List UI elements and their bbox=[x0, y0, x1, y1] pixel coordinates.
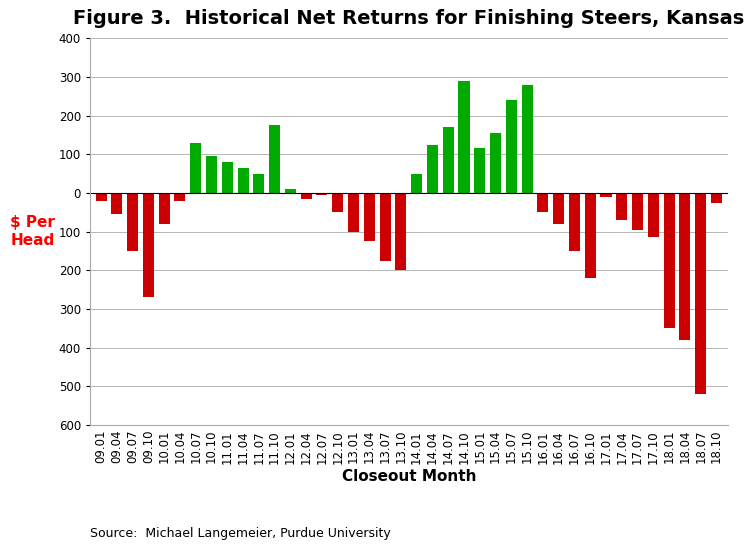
X-axis label: Closeout Month: Closeout Month bbox=[341, 469, 476, 484]
Bar bbox=[442, 127, 454, 193]
Bar bbox=[474, 148, 485, 193]
Bar bbox=[458, 81, 470, 193]
Bar bbox=[111, 193, 122, 214]
Bar bbox=[506, 100, 517, 193]
Bar bbox=[554, 193, 564, 224]
Bar bbox=[395, 193, 406, 270]
Bar bbox=[364, 193, 375, 241]
Text: Source:  Michael Langemeier, Purdue University: Source: Michael Langemeier, Purdue Unive… bbox=[90, 526, 391, 540]
Bar bbox=[285, 189, 296, 193]
Bar bbox=[664, 193, 675, 328]
Bar bbox=[695, 193, 706, 394]
Bar bbox=[711, 193, 722, 203]
Bar bbox=[585, 193, 596, 278]
Bar bbox=[380, 193, 391, 261]
Bar bbox=[521, 84, 532, 193]
Title: Figure 3.  Historical Net Returns for Finishing Steers, Kansas: Figure 3. Historical Net Returns for Fin… bbox=[74, 9, 744, 28]
Bar bbox=[490, 133, 501, 193]
Bar bbox=[159, 193, 170, 224]
Bar bbox=[301, 193, 312, 199]
Bar bbox=[238, 168, 248, 193]
Bar bbox=[269, 125, 280, 193]
Bar bbox=[332, 193, 344, 213]
Bar bbox=[316, 193, 328, 195]
Bar bbox=[427, 144, 438, 193]
Text: $ Per
Head: $ Per Head bbox=[10, 215, 55, 248]
Bar bbox=[632, 193, 643, 229]
Bar bbox=[680, 193, 691, 340]
Bar bbox=[175, 193, 185, 201]
Bar bbox=[348, 193, 359, 232]
Bar bbox=[127, 193, 138, 251]
Bar bbox=[601, 193, 611, 197]
Bar bbox=[142, 193, 154, 298]
Bar bbox=[616, 193, 627, 220]
Bar bbox=[569, 193, 580, 251]
Bar bbox=[537, 193, 548, 213]
Bar bbox=[411, 173, 422, 193]
Bar bbox=[206, 156, 217, 193]
Bar bbox=[190, 143, 201, 193]
Bar bbox=[222, 162, 232, 193]
Bar bbox=[254, 173, 264, 193]
Bar bbox=[648, 193, 658, 238]
Bar bbox=[95, 193, 106, 201]
